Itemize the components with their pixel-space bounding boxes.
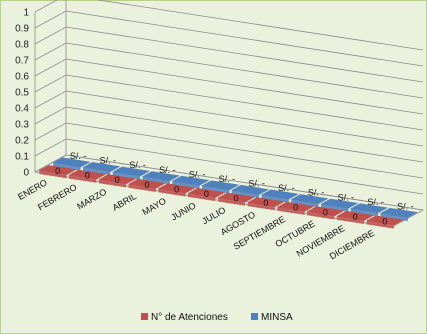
gridline [35,107,423,162]
gridline [35,59,423,114]
series-minsa [53,158,417,221]
gridline [35,27,423,82]
data-label-minsa: S/. - [338,192,355,202]
data-label-atenciones: 0 [263,198,268,208]
data-label-atenciones: 0 [204,189,209,199]
y-tick-label: 0.7 [15,56,29,67]
x-tick-label: JULIO [200,205,227,226]
gridline [35,11,423,66]
data-label-atenciones: 0 [115,175,120,185]
data-label-minsa: S/. - [129,160,146,170]
data-label-atenciones: 0 [234,194,239,204]
data-label-minsa: S/. - [159,165,176,175]
y-tick-label: 0.3 [15,120,29,131]
y-tick-label: 1 [23,8,29,19]
data-label-atenciones: 0 [353,212,358,222]
y-tick-label: 0.2 [15,136,29,147]
x-tick-label: MAYO [140,196,167,218]
gridline [35,91,423,146]
y-tick-label: 0.6 [15,72,29,83]
data-label-minsa: S/. - [397,201,414,211]
data-label-minsa: S/. - [219,174,236,184]
data-label-minsa: S/. - [189,169,206,179]
gridline [35,75,423,130]
data-label-minsa: S/. - [100,156,117,166]
data-label-atenciones: 0 [55,166,60,176]
data-label-minsa: S/. - [248,179,265,189]
data-label-atenciones: 0 [144,180,149,190]
data-label-minsa: S/. - [70,151,87,161]
legend: N° de Atenciones MINSA [141,312,293,323]
data-label-atenciones: 0 [323,207,328,217]
x-tick-label: MARZO [75,187,108,212]
y-tick-label: 0.1 [15,152,29,163]
gridline [35,43,423,98]
gridline [35,0,423,50]
x-tick-label: ABRIL [111,191,139,213]
legend-swatch [141,313,148,320]
y-tick-label: 0.5 [15,88,29,99]
data-label-atenciones: 0 [174,184,179,194]
legend-label: MINSA [261,312,293,323]
data-label-minsa: S/. - [278,183,295,193]
data-label-minsa: S/. - [367,197,384,207]
y-tick-label: 0.9 [15,24,29,35]
data-label-minsa: S/. - [308,188,325,198]
y-tick-label: 0 [23,168,29,179]
x-tick-label: JUNIO [169,200,197,222]
legend-label: N° de Atenciones [151,312,228,323]
data-label-atenciones: 0 [85,171,90,181]
data-label-atenciones: 0 [382,216,387,226]
y-tick-label: 0.8 [15,40,29,51]
y-tick-label: 0.4 [15,104,29,115]
legend-swatch [251,313,258,320]
data-label-atenciones: 0 [293,203,298,213]
